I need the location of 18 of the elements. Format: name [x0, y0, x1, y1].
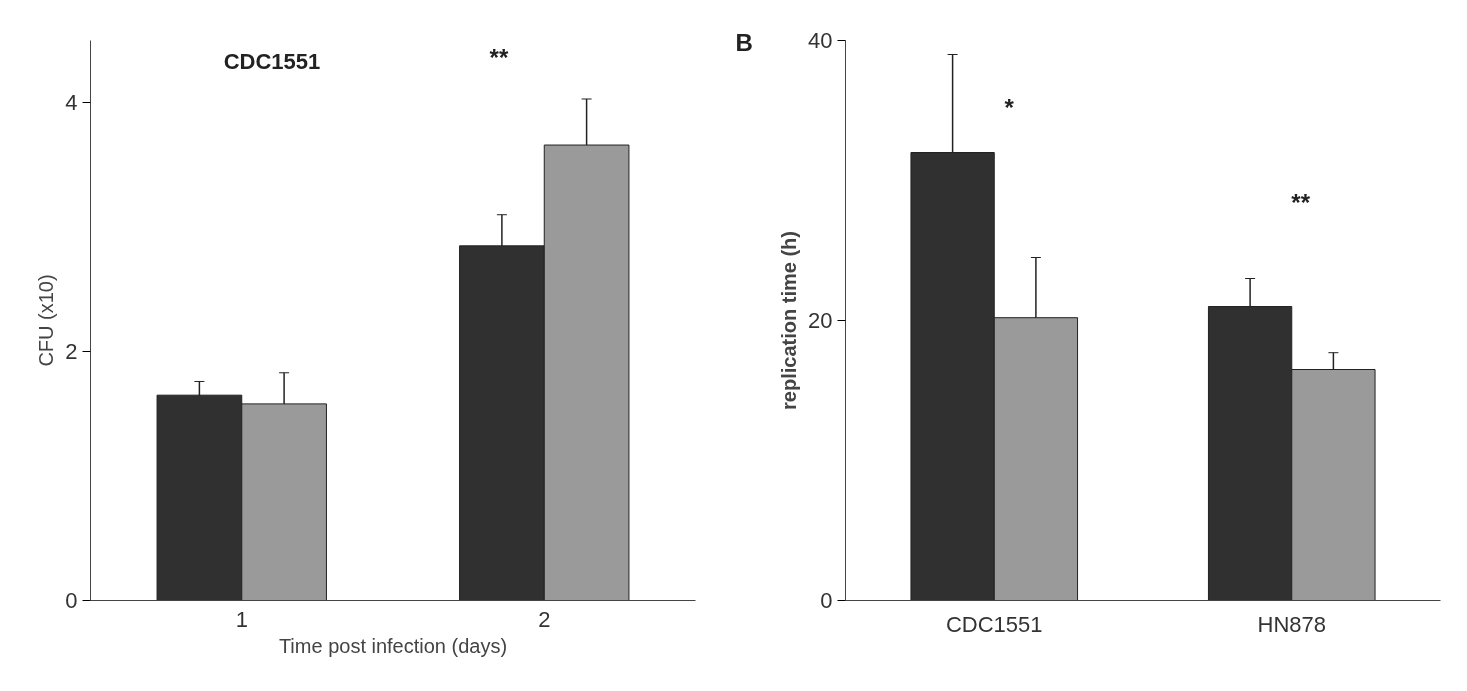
x-tick-label: 1 — [235, 606, 248, 632]
chart-title: CDC1551 — [223, 48, 321, 74]
x-tick-label: HN878 — [1257, 611, 1326, 637]
y-tick-label: 2 — [65, 339, 78, 365]
x-tick-label: CDC1551 — [945, 611, 1043, 637]
y-tick-label: 40 — [808, 28, 833, 53]
y-tick-label: 0 — [65, 588, 78, 613]
annotation: ** — [489, 43, 509, 71]
y-axis-title: replication time (h) — [778, 231, 801, 410]
y-tick-label: 4 — [65, 90, 78, 116]
text: B — [735, 28, 753, 56]
annotation: * — [1004, 94, 1015, 122]
x-axis-title: Time post infection (days) — [278, 634, 508, 657]
annotation: ** — [1291, 189, 1311, 217]
y-axis-title: CFU (x10) — [35, 274, 58, 367]
y-tick-label: 20 — [808, 308, 833, 333]
y-tick-label: 0 — [820, 588, 833, 613]
x-tick-label: 2 — [538, 606, 551, 632]
